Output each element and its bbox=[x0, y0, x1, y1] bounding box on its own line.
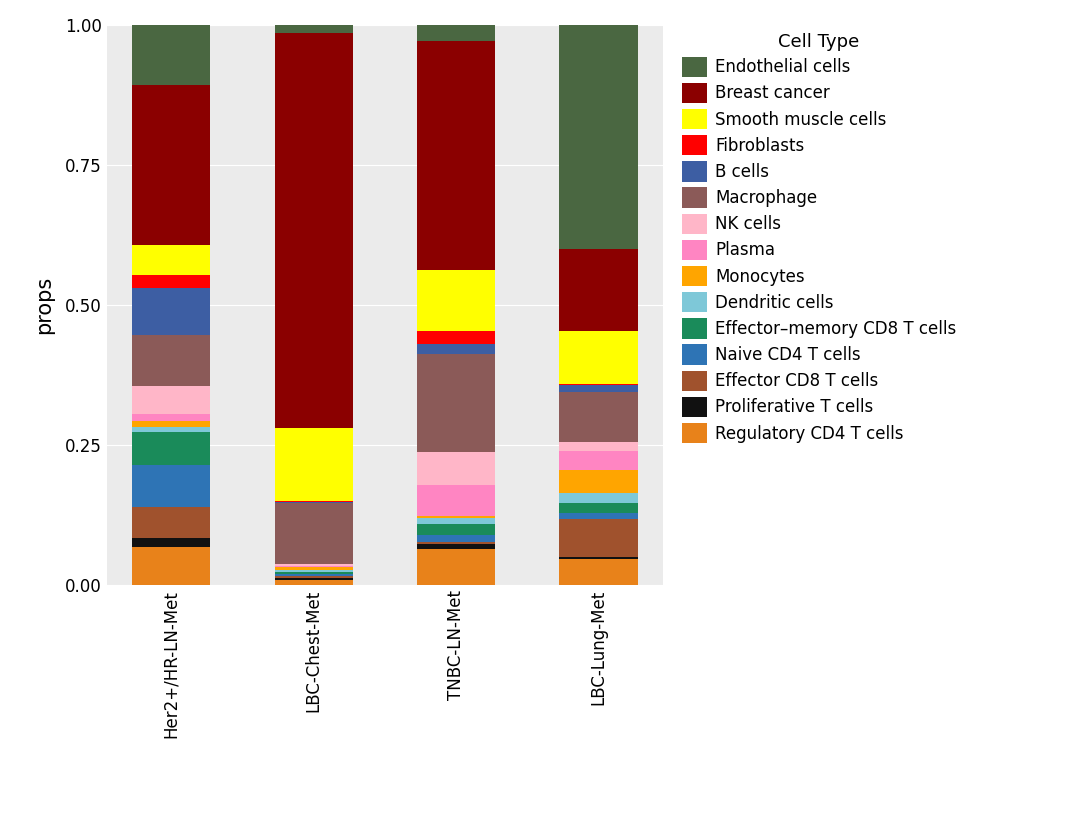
Bar bbox=[559, 392, 637, 442]
Bar bbox=[275, 428, 353, 501]
Bar bbox=[275, 578, 353, 579]
Bar bbox=[559, 25, 637, 249]
Bar bbox=[275, 567, 353, 569]
Bar bbox=[417, 523, 495, 535]
Bar bbox=[417, 518, 495, 523]
Bar bbox=[275, 579, 353, 585]
Bar bbox=[133, 85, 211, 245]
Bar bbox=[559, 518, 637, 557]
Bar bbox=[275, 503, 353, 564]
Bar bbox=[275, 573, 353, 574]
Bar bbox=[133, 427, 211, 431]
Bar bbox=[559, 513, 637, 518]
Bar bbox=[133, 288, 211, 335]
Bar bbox=[559, 559, 637, 585]
Bar bbox=[133, 385, 211, 414]
Bar bbox=[559, 385, 637, 392]
Bar bbox=[559, 492, 637, 503]
Bar bbox=[275, 576, 353, 578]
Bar bbox=[417, 542, 495, 544]
Bar bbox=[133, 414, 211, 421]
Bar bbox=[133, 245, 211, 275]
Bar bbox=[559, 557, 637, 559]
Bar bbox=[559, 451, 637, 471]
Bar bbox=[133, 421, 211, 427]
Bar bbox=[559, 384, 637, 385]
Bar bbox=[417, 544, 495, 548]
Bar bbox=[559, 249, 637, 331]
Bar bbox=[275, 574, 353, 576]
Bar bbox=[559, 331, 637, 384]
Bar bbox=[133, 25, 211, 85]
Bar bbox=[133, 507, 211, 538]
Bar bbox=[417, 354, 495, 452]
Bar bbox=[417, 25, 495, 41]
Bar bbox=[417, 331, 495, 344]
Bar bbox=[417, 548, 495, 585]
Bar bbox=[275, 566, 353, 567]
Bar bbox=[133, 466, 211, 507]
Bar bbox=[275, 25, 353, 33]
Bar bbox=[417, 452, 495, 486]
Bar bbox=[275, 33, 353, 428]
Bar bbox=[275, 569, 353, 573]
Bar bbox=[417, 486, 495, 517]
Bar bbox=[275, 564, 353, 566]
Bar bbox=[559, 471, 637, 492]
Bar bbox=[133, 275, 211, 288]
Bar bbox=[417, 535, 495, 542]
Bar bbox=[417, 270, 495, 331]
Bar bbox=[417, 517, 495, 518]
Y-axis label: props: props bbox=[34, 276, 55, 334]
Bar bbox=[275, 502, 353, 503]
Legend: Endothelial cells, Breast cancer, Smooth muscle cells, Fibroblasts, B cells, Mac: Endothelial cells, Breast cancer, Smooth… bbox=[677, 28, 961, 448]
Bar bbox=[559, 442, 637, 451]
Bar bbox=[417, 344, 495, 354]
Bar bbox=[133, 431, 211, 466]
Bar bbox=[417, 41, 495, 270]
Bar bbox=[133, 547, 211, 585]
Bar bbox=[559, 503, 637, 513]
Bar bbox=[133, 538, 211, 547]
Bar bbox=[133, 335, 211, 385]
